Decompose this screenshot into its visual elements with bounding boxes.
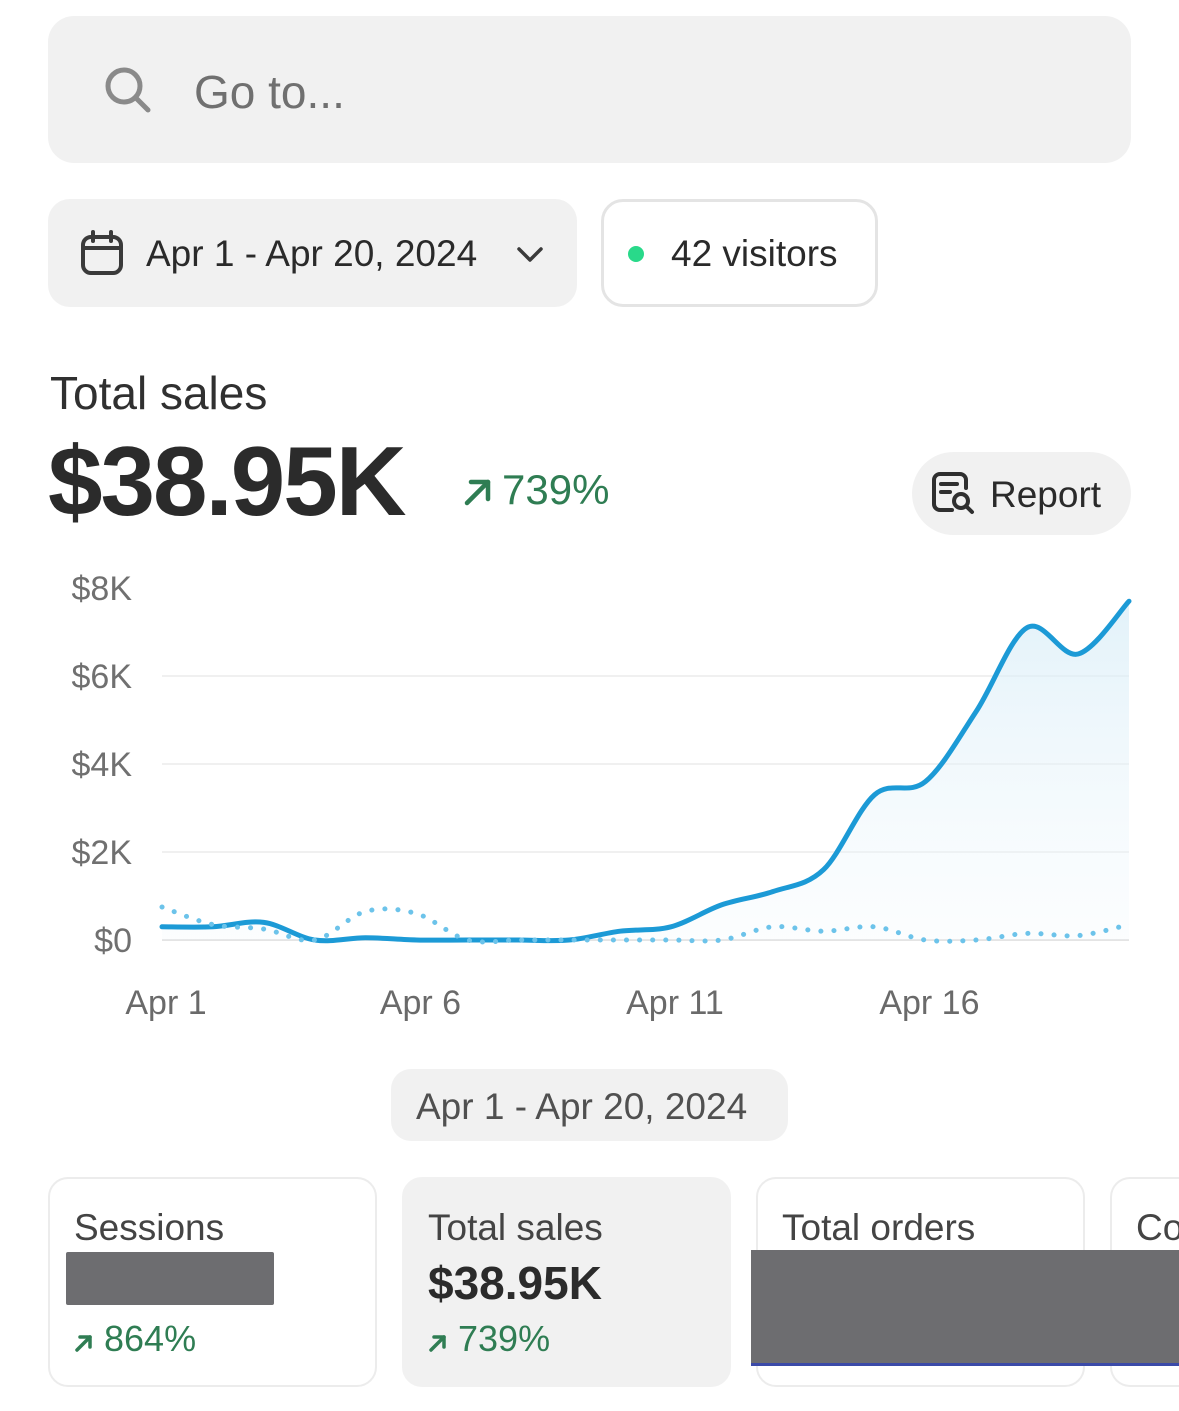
card-value: $38.95K (428, 1257, 602, 1309)
x-tick-label: Apr 6 (380, 984, 461, 1022)
live-visitors-button[interactable] (601, 199, 878, 307)
arrow-up-right-icon (464, 479, 491, 506)
sales-line-chart: $8K $6K $4K $2K $0 Apr 1 Apr 6 Apr 11 Apr 16 (72, 570, 1132, 1022)
x-tick-label: Apr 16 (879, 984, 979, 1022)
metric-change: 739% (462, 466, 609, 514)
metric-title: Total sales (50, 367, 268, 419)
live-status-dot (628, 246, 644, 262)
card-label: Total sales (428, 1207, 603, 1248)
report-search-icon (932, 472, 974, 514)
x-tick-label: Apr 11 (626, 984, 724, 1022)
search-icon (105, 67, 151, 113)
redacted-block (751, 1250, 1179, 1366)
range-label: Apr 1 - Apr 20, 2024 (416, 1086, 748, 1127)
series-area (162, 601, 1129, 941)
card-change-value: 739% (458, 1318, 551, 1359)
metric-change-value: 739% (502, 466, 610, 513)
card-change: 739% (428, 1318, 550, 1360)
visitors-label: 42 visitors (671, 233, 838, 274)
metric-value: $38.95K (48, 426, 407, 536)
y-tick-label: $8K (72, 570, 133, 608)
card-change: 864% (74, 1318, 196, 1360)
card-label: Co (1136, 1207, 1179, 1248)
report-label: Report (990, 474, 1102, 515)
redacted-value (66, 1252, 274, 1305)
card-label: Total orders (782, 1207, 976, 1248)
card-change-value: 864% (104, 1318, 197, 1359)
x-tick-label: Apr 1 (125, 984, 206, 1022)
calendar-icon (81, 230, 123, 275)
chevron-down-icon (517, 247, 543, 262)
metric-card-total-sales[interactable] (402, 1177, 731, 1387)
card-label: Sessions (74, 1207, 225, 1248)
date-range-label: Apr 1 - Apr 20, 2024 (146, 233, 478, 274)
date-range-button[interactable] (48, 199, 577, 307)
y-tick-label: $4K (72, 746, 133, 784)
search-input[interactable] (194, 64, 794, 120)
arrow-up-right-icon (75, 1335, 92, 1352)
y-tick-label: $2K (72, 834, 133, 872)
range-label-pill (391, 1069, 788, 1141)
arrow-up-right-icon (429, 1335, 446, 1352)
y-tick-label: $0 (94, 922, 132, 960)
y-tick-label: $6K (72, 658, 133, 696)
